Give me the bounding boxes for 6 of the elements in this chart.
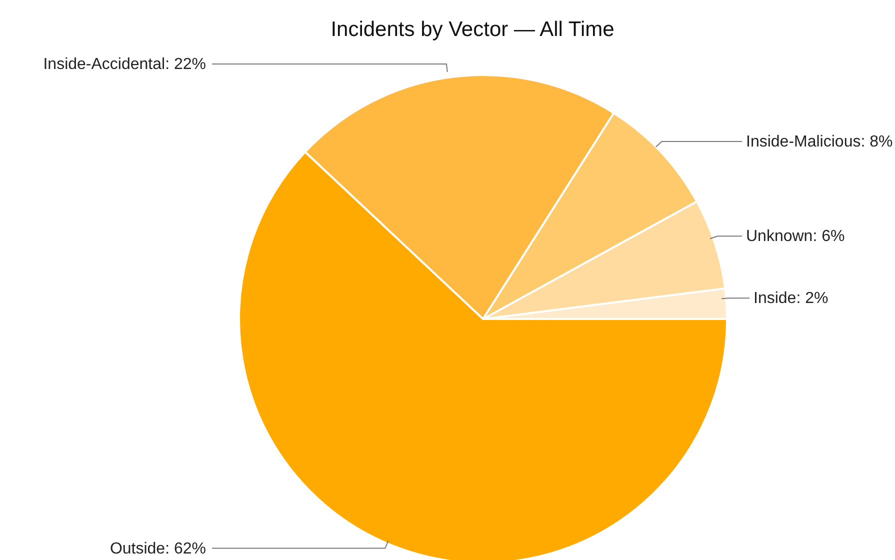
slice-label: Outside: 62% <box>110 540 206 558</box>
slice-label: Inside: 2% <box>754 290 828 308</box>
slice-label: Inside-Malicious: 8% <box>746 133 893 150</box>
slice-label: Inside-Accidental: 22% <box>43 56 206 73</box>
chart-title: Incidents by Vector — All Time <box>330 18 614 41</box>
slice-label: Unknown: 6% <box>746 228 845 246</box>
